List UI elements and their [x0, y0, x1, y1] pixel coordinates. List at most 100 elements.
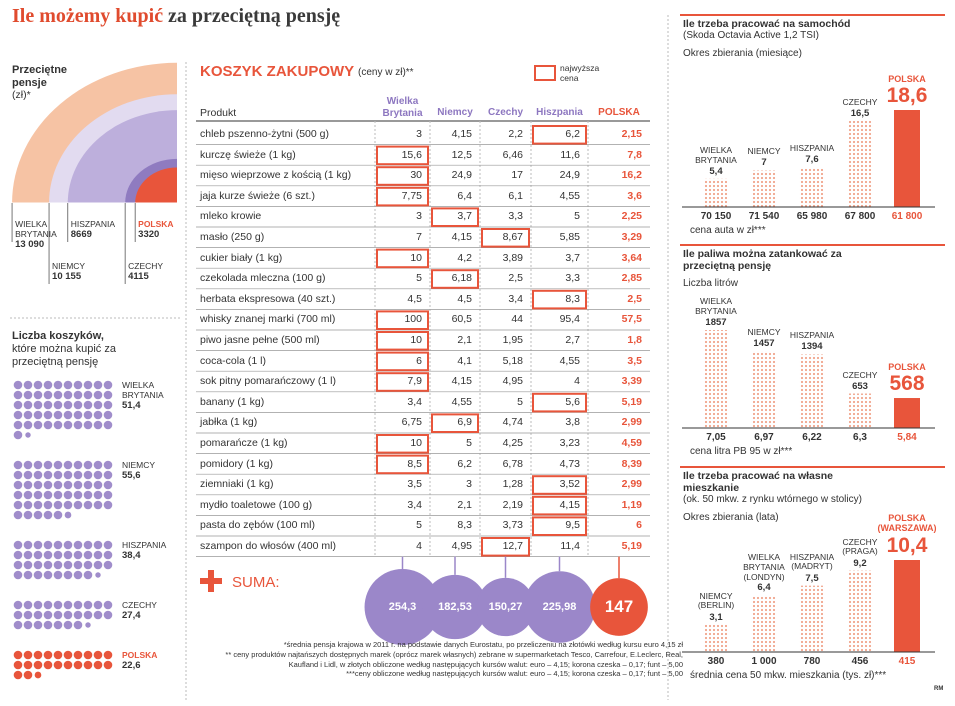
basket-dot — [63, 610, 73, 620]
price-cell: 1,28 — [502, 478, 523, 491]
highest-price-box — [481, 228, 530, 248]
footnote: ** ceny produktów najtańszych dostępnych… — [225, 650, 683, 669]
price-cell: 8,39 — [621, 457, 642, 470]
sum-title: SUMA: — [232, 574, 280, 591]
basket-dot — [53, 460, 63, 470]
price-cell: 2,5 — [627, 292, 642, 305]
price-cell: 24,9 — [559, 169, 580, 182]
basket-dot — [33, 560, 43, 570]
product-name: cukier biały (1 kg) — [200, 251, 283, 264]
product-name: herbata ekspresowa (40 szt.) — [200, 292, 336, 305]
price-cell: 4,74 — [502, 416, 523, 429]
basket-dot — [93, 400, 103, 410]
basket-dot — [93, 540, 103, 550]
sum-bubble — [422, 574, 488, 640]
value-label: 16,5 — [850, 107, 870, 119]
price-label: 415 — [898, 656, 916, 667]
bar — [847, 120, 873, 207]
basket-dot — [83, 650, 93, 660]
highest-price-box — [376, 310, 429, 330]
basket-dot — [34, 671, 42, 679]
value-label: 55,6 — [122, 470, 141, 481]
salary-ring — [135, 167, 177, 203]
price-cell: 1,95 — [502, 334, 523, 346]
chart-title: Liczba koszyków, — [12, 330, 104, 342]
sum-bubble — [590, 578, 648, 636]
basket-dot — [73, 660, 83, 670]
basket-dot — [83, 420, 93, 430]
basket-dot — [103, 410, 113, 420]
price-cell: 6 — [416, 354, 422, 367]
price-label: 1 000 — [751, 656, 777, 667]
basket-dot — [33, 480, 43, 490]
bar — [799, 354, 825, 428]
basket-dot — [53, 500, 63, 510]
price-cell: 6,75 — [401, 416, 422, 429]
price-label: 70 150 — [700, 211, 732, 222]
price-cell: 3,7 — [457, 210, 472, 223]
country-label: NIEMCY — [122, 460, 156, 470]
price-label: 6,97 — [754, 432, 774, 443]
price-label: 65 980 — [796, 211, 828, 222]
basket-dot — [73, 570, 83, 580]
price-cell: 5,19 — [621, 540, 642, 552]
basket-dots — [13, 460, 113, 520]
basket-dot — [13, 490, 23, 500]
price-cell: 3,4 — [508, 292, 523, 305]
basket-dot — [83, 380, 93, 390]
basket-dot — [33, 500, 43, 510]
bar — [703, 330, 729, 428]
basket-dot — [103, 500, 113, 510]
value-label: 7,6 — [805, 154, 819, 166]
basket-dot — [13, 430, 23, 440]
basket-dot — [23, 460, 33, 470]
basket-dot — [13, 560, 23, 570]
highest-price-box — [376, 351, 429, 372]
basket-dot — [73, 560, 83, 570]
basket-dot — [13, 550, 23, 560]
basket-dot — [73, 600, 83, 610]
basket-dot — [103, 660, 113, 670]
country-label: CZECHY — [842, 369, 878, 380]
value-label: 9,2 — [853, 557, 867, 569]
basket-dot — [33, 540, 43, 550]
basket-dot — [43, 460, 53, 470]
basket-dot — [33, 400, 43, 410]
title: za przeciętną pensję — [168, 5, 341, 27]
basket-dot — [64, 511, 72, 519]
bar — [751, 595, 777, 652]
bar — [703, 624, 729, 652]
price-cell: 2,7 — [565, 334, 580, 346]
basket-dot — [13, 410, 23, 420]
product-name: pomidory (1 kg) — [200, 457, 273, 470]
basket-dot — [103, 460, 113, 470]
basket-dot — [33, 550, 43, 560]
basket-dot — [73, 480, 83, 490]
price-cell: 12,5 — [451, 148, 472, 161]
price-cell: 3,6 — [627, 189, 642, 202]
basket-dot — [53, 400, 63, 410]
price-label: 380 — [707, 656, 725, 667]
bubble-label: 225,98 — [542, 600, 577, 613]
price-cell: 2,85 — [621, 272, 642, 285]
basket-dot — [63, 420, 73, 430]
basket-dot — [23, 490, 33, 500]
basket-dot — [63, 410, 73, 420]
footnote: ***ceny obliczone według następujących k… — [346, 669, 683, 678]
bar — [847, 570, 873, 652]
basket-dot — [93, 490, 103, 500]
basket-dot — [43, 660, 53, 670]
basket-dot — [93, 410, 103, 420]
price-cell: 8,5 — [407, 457, 422, 470]
basket-dot — [63, 400, 73, 410]
basket-dot — [103, 400, 113, 410]
country-label: NIEMCY — [747, 146, 781, 157]
basket-dot — [23, 620, 33, 630]
product-name: piwo jasne pełne (500 ml) — [200, 334, 320, 346]
product-name: jabłka (1 kg) — [200, 416, 258, 429]
basket-dot — [43, 410, 53, 420]
country-label: POLSKA — [122, 650, 158, 660]
basket-dot — [73, 500, 83, 510]
country-label: CZECHY (PRAGA) — [842, 536, 878, 557]
